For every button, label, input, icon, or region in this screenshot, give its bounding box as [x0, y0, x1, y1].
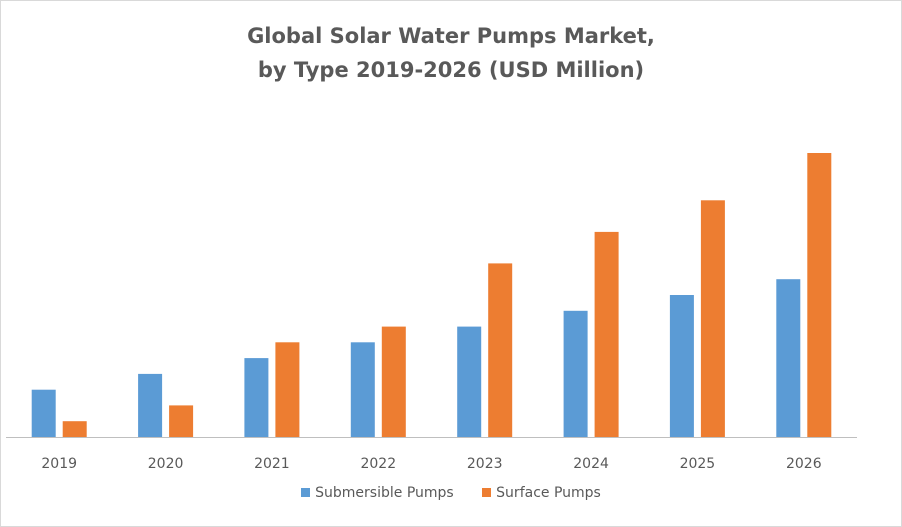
x-tick-label: 2026 — [786, 456, 822, 472]
x-tick-label: 2024 — [573, 456, 609, 472]
bar-submersible-2021 — [244, 358, 269, 437]
bar-surface-2026 — [807, 153, 832, 437]
chart-title-line-1: Global Solar Water Pumps Market, — [247, 24, 655, 48]
x-tick-label: 2021 — [254, 456, 290, 472]
legend-label-surface: Surface Pumps — [496, 485, 601, 501]
x-tick-label: 2022 — [360, 456, 396, 472]
bar-surface-2019 — [62, 421, 87, 437]
x-tick-labels: 2019 2020 2021 2022 2023 2024 2025 2026 — [41, 456, 821, 472]
bar-submersible-2023 — [457, 326, 482, 437]
legend: Submersible Pumps Surface Pumps — [1, 485, 901, 501]
chart-title-line-2: by Type 2019-2026 (USD Million) — [257, 58, 645, 82]
bar-surface-2023 — [488, 263, 513, 437]
x-tick-label: 2019 — [41, 456, 77, 472]
bar-surface-2024 — [594, 231, 619, 437]
bar-surface-2025 — [700, 200, 725, 437]
legend-item-submersible[interactable]: Submersible Pumps — [301, 485, 454, 501]
bar-surface-2022 — [381, 326, 406, 437]
bar-submersible-2026 — [776, 279, 801, 437]
bar-submersible-2025 — [669, 295, 694, 437]
legend-label-submersible: Submersible Pumps — [315, 485, 454, 501]
bar-submersible-2020 — [138, 373, 163, 437]
bar-submersible-2022 — [350, 342, 375, 437]
legend-item-surface[interactable]: Surface Pumps — [482, 485, 601, 501]
x-tick-label: 2023 — [467, 456, 503, 472]
bar-submersible-2019 — [31, 389, 56, 437]
chart-title: Global Solar Water Pumps Market, by Type… — [1, 19, 901, 87]
x-tick-label: 2020 — [148, 456, 184, 472]
x-tick-label: 2025 — [680, 456, 716, 472]
bar-submersible-2024 — [563, 310, 588, 437]
bar-surface-2021 — [275, 342, 300, 437]
legend-swatch-submersible — [301, 488, 311, 497]
legend-swatch-surface — [482, 488, 492, 497]
bars-group — [31, 153, 832, 437]
bar-surface-2020 — [169, 405, 194, 437]
